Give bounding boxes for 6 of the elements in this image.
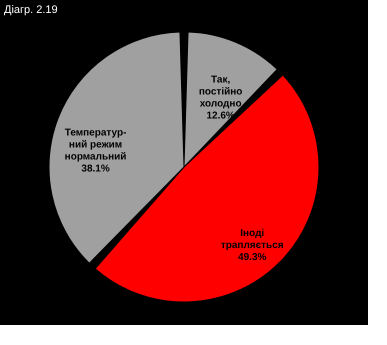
chart-title: Діагр. 2.19 — [4, 4, 58, 16]
data-label: 49.3% — [238, 252, 267, 264]
slice-label: Так, постійно холодно — [198, 74, 242, 110]
slice-label: Температур- ний режим нормальний — [64, 127, 126, 162]
data-label: 38.1% — [81, 163, 110, 174]
slice-label: Іноді трапляється — [220, 228, 284, 252]
